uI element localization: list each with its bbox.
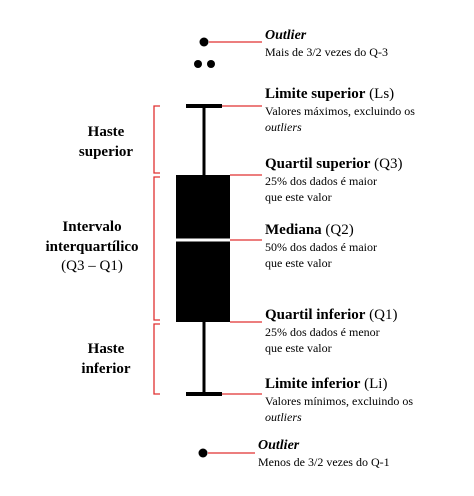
label-iqr: Intervalo interquartílico (Q3 – Q1) — [30, 218, 154, 277]
iqr-box — [176, 175, 230, 322]
label-lower-limit: Limite inferior (Li) Valores mínimos, ex… — [265, 376, 413, 426]
label-upper-whisker-line2: superior — [78, 143, 134, 160]
label-outlier-bottom: Outlier Menos de 3/2 vezes do Q-1 — [258, 438, 390, 470]
q3-abbr: (Q3) — [374, 156, 403, 172]
outlier-top-title: Outlier — [265, 28, 307, 43]
q1-desc-line1: 25% dos dados é menor — [265, 325, 380, 340]
outlier-bottom-desc: Menos de 3/2 vezes do Q-1 — [258, 455, 390, 470]
label-q1: Quartil inferior (Q1) 25% dos dados é me… — [265, 307, 397, 357]
median-desc: 50% dos dados é maior que este valor — [265, 239, 377, 271]
q3-desc-line2: que este valor — [265, 190, 332, 205]
outlier-point-top-3 — [207, 60, 215, 68]
lower-limit-title: Limite inferior — [265, 376, 361, 392]
upper-limit-desc-line1: Valores máximos, excluindo os — [265, 104, 415, 119]
outlier-point-top-2 — [194, 60, 202, 68]
label-upper-whisker: Haste superior — [66, 123, 146, 162]
outlier-top-desc: Mais de 3/2 vezes do Q-3 — [265, 45, 388, 60]
label-iqr-line1: Intervalo — [62, 219, 122, 235]
lower-limit-abbr: (Li) — [364, 376, 388, 392]
label-median: Mediana (Q2) 50% dos dados é maior que e… — [265, 222, 377, 272]
label-iqr-formula: (Q3 – Q1) — [61, 258, 123, 274]
q1-desc-line2: que este valor — [265, 341, 332, 356]
q3-desc: 25% dos dados é maior que este valor — [265, 173, 403, 205]
outlier-bottom-title: Outlier — [258, 438, 300, 453]
lower-limit-desc: Valores mínimos, excluindo os outliers — [265, 393, 413, 425]
upper-limit-abbr: (Ls) — [369, 86, 395, 102]
q3-title: Quartil superior — [265, 156, 371, 172]
label-iqr-line2: interquartílico — [45, 238, 139, 255]
label-lower-whisker: Haste inferior — [66, 340, 146, 379]
label-upper-limit: Limite superior (Ls) Valores máximos, ex… — [265, 86, 415, 136]
lower-limit-desc-line2: outliers — [265, 410, 302, 425]
label-q3: Quartil superior (Q3) 25% dos dados é ma… — [265, 156, 403, 206]
q3-desc-line1: 25% dos dados é maior — [265, 174, 377, 189]
label-lower-whisker-line2: inferior — [81, 360, 131, 377]
outlier-point-top — [199, 37, 209, 47]
label-upper-whisker-line1: Haste — [87, 124, 125, 140]
median-desc-line1: 50% dos dados é maior — [265, 240, 377, 255]
lower-limit-desc-line1: Valores mínimos, excluindo os — [265, 394, 413, 409]
median-abbr: (Q2) — [325, 222, 354, 238]
median-desc-line2: que este valor — [265, 256, 332, 271]
label-lower-whisker-line1: Haste — [87, 341, 125, 357]
upper-limit-desc-line2: outliers — [265, 120, 302, 135]
upper-limit-desc: Valores máximos, excluindo os outliers — [265, 103, 415, 135]
outlier-point-bottom — [198, 448, 208, 458]
upper-limit-title: Limite superior — [265, 86, 366, 102]
bracket-upper-whisker — [153, 105, 160, 174]
q1-desc: 25% dos dados é menor que este valor — [265, 324, 397, 356]
label-outlier-top: Outlier Mais de 3/2 vezes do Q-3 — [265, 28, 388, 60]
q1-abbr: (Q1) — [369, 307, 398, 323]
bracket-lower-whisker — [153, 323, 160, 395]
q1-title: Quartil inferior — [265, 307, 366, 323]
bracket-iqr — [153, 176, 160, 321]
median-title: Mediana — [265, 222, 322, 238]
